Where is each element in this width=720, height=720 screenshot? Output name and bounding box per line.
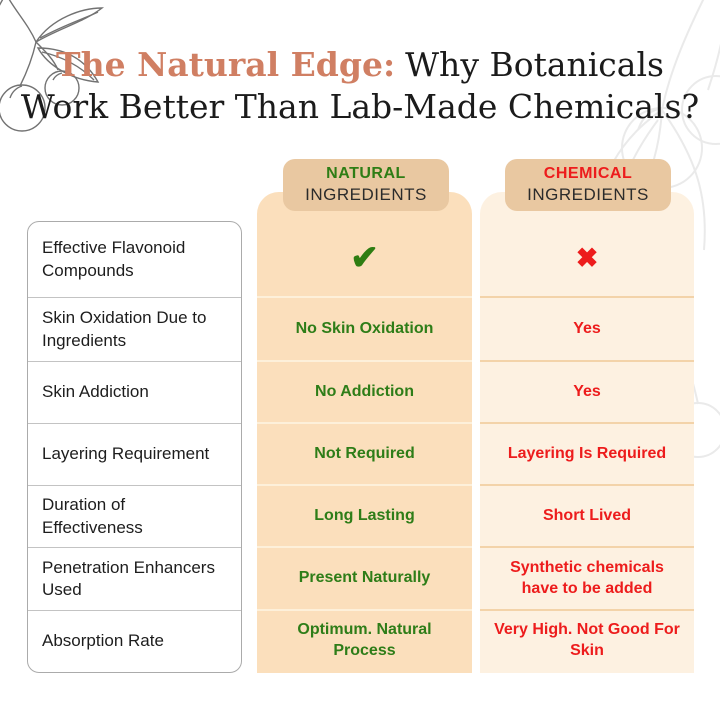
natural-value-row: Not Required (257, 422, 472, 484)
natural-value-row: Long Lasting (257, 484, 472, 546)
natural-value-row: Optimum. Natural Process (257, 609, 472, 671)
natural-header-label: NATURAL (326, 165, 406, 183)
title-rest: Why Botanicals (405, 45, 664, 84)
chemical-value-row: Short Lived (480, 484, 694, 546)
natural-header-badge: NATURAL INGREDIENTS (283, 159, 449, 211)
checkmark-icon: ✔ (350, 239, 379, 278)
natural-value-row: No Skin Oxidation (257, 296, 472, 360)
natural-value-row: ✔ (257, 221, 472, 296)
row-label: Skin Addiction (28, 361, 241, 423)
natural-header-sublabel: INGREDIENTS (305, 185, 427, 205)
chemical-header-sublabel: INGREDIENTS (527, 185, 649, 205)
row-label: Layering Requirement (28, 423, 241, 485)
natural-value-row: No Addiction (257, 360, 472, 422)
title-line2: Work Better Than Lab-Made Chemicals? (20, 87, 700, 126)
row-label: Absorption Rate (28, 610, 241, 672)
page-title: The Natural Edge: Why Botanicals Work Bet… (0, 44, 720, 128)
chemical-value-row: Yes (480, 360, 694, 422)
natural-value-row: Present Naturally (257, 546, 472, 609)
row-label-column: Effective Flavonoid Compounds Skin Oxida… (27, 221, 242, 673)
title-highlight: The Natural Edge: (56, 45, 396, 84)
row-label: Penetration Enhancers Used (28, 547, 241, 610)
row-label: Skin Oxidation Due to Ingredients (28, 297, 241, 361)
row-label: Effective Flavonoid Compounds (42, 238, 186, 280)
row-label: Duration of Effectiveness (28, 485, 241, 547)
chemical-value-row: Very High. Not Good For Skin (480, 609, 694, 671)
chemical-value-row: Layering Is Required (480, 422, 694, 484)
chemical-value-row: ✖ (480, 221, 694, 296)
chemical-value-row: Yes (480, 296, 694, 360)
natural-column: ✔ No Skin Oxidation No Addiction Not Req… (257, 192, 472, 673)
chemical-column: ✖ Yes Yes Layering Is Required Short Liv… (480, 192, 694, 673)
chemical-header-badge: CHEMICAL INGREDIENTS (505, 159, 671, 211)
cherry-branch-icon (0, 0, 105, 132)
cross-icon: ✖ (575, 242, 599, 273)
chemical-header-label: CHEMICAL (543, 165, 633, 183)
chemical-value-row: Synthetic chemicals have to be added (480, 546, 694, 609)
